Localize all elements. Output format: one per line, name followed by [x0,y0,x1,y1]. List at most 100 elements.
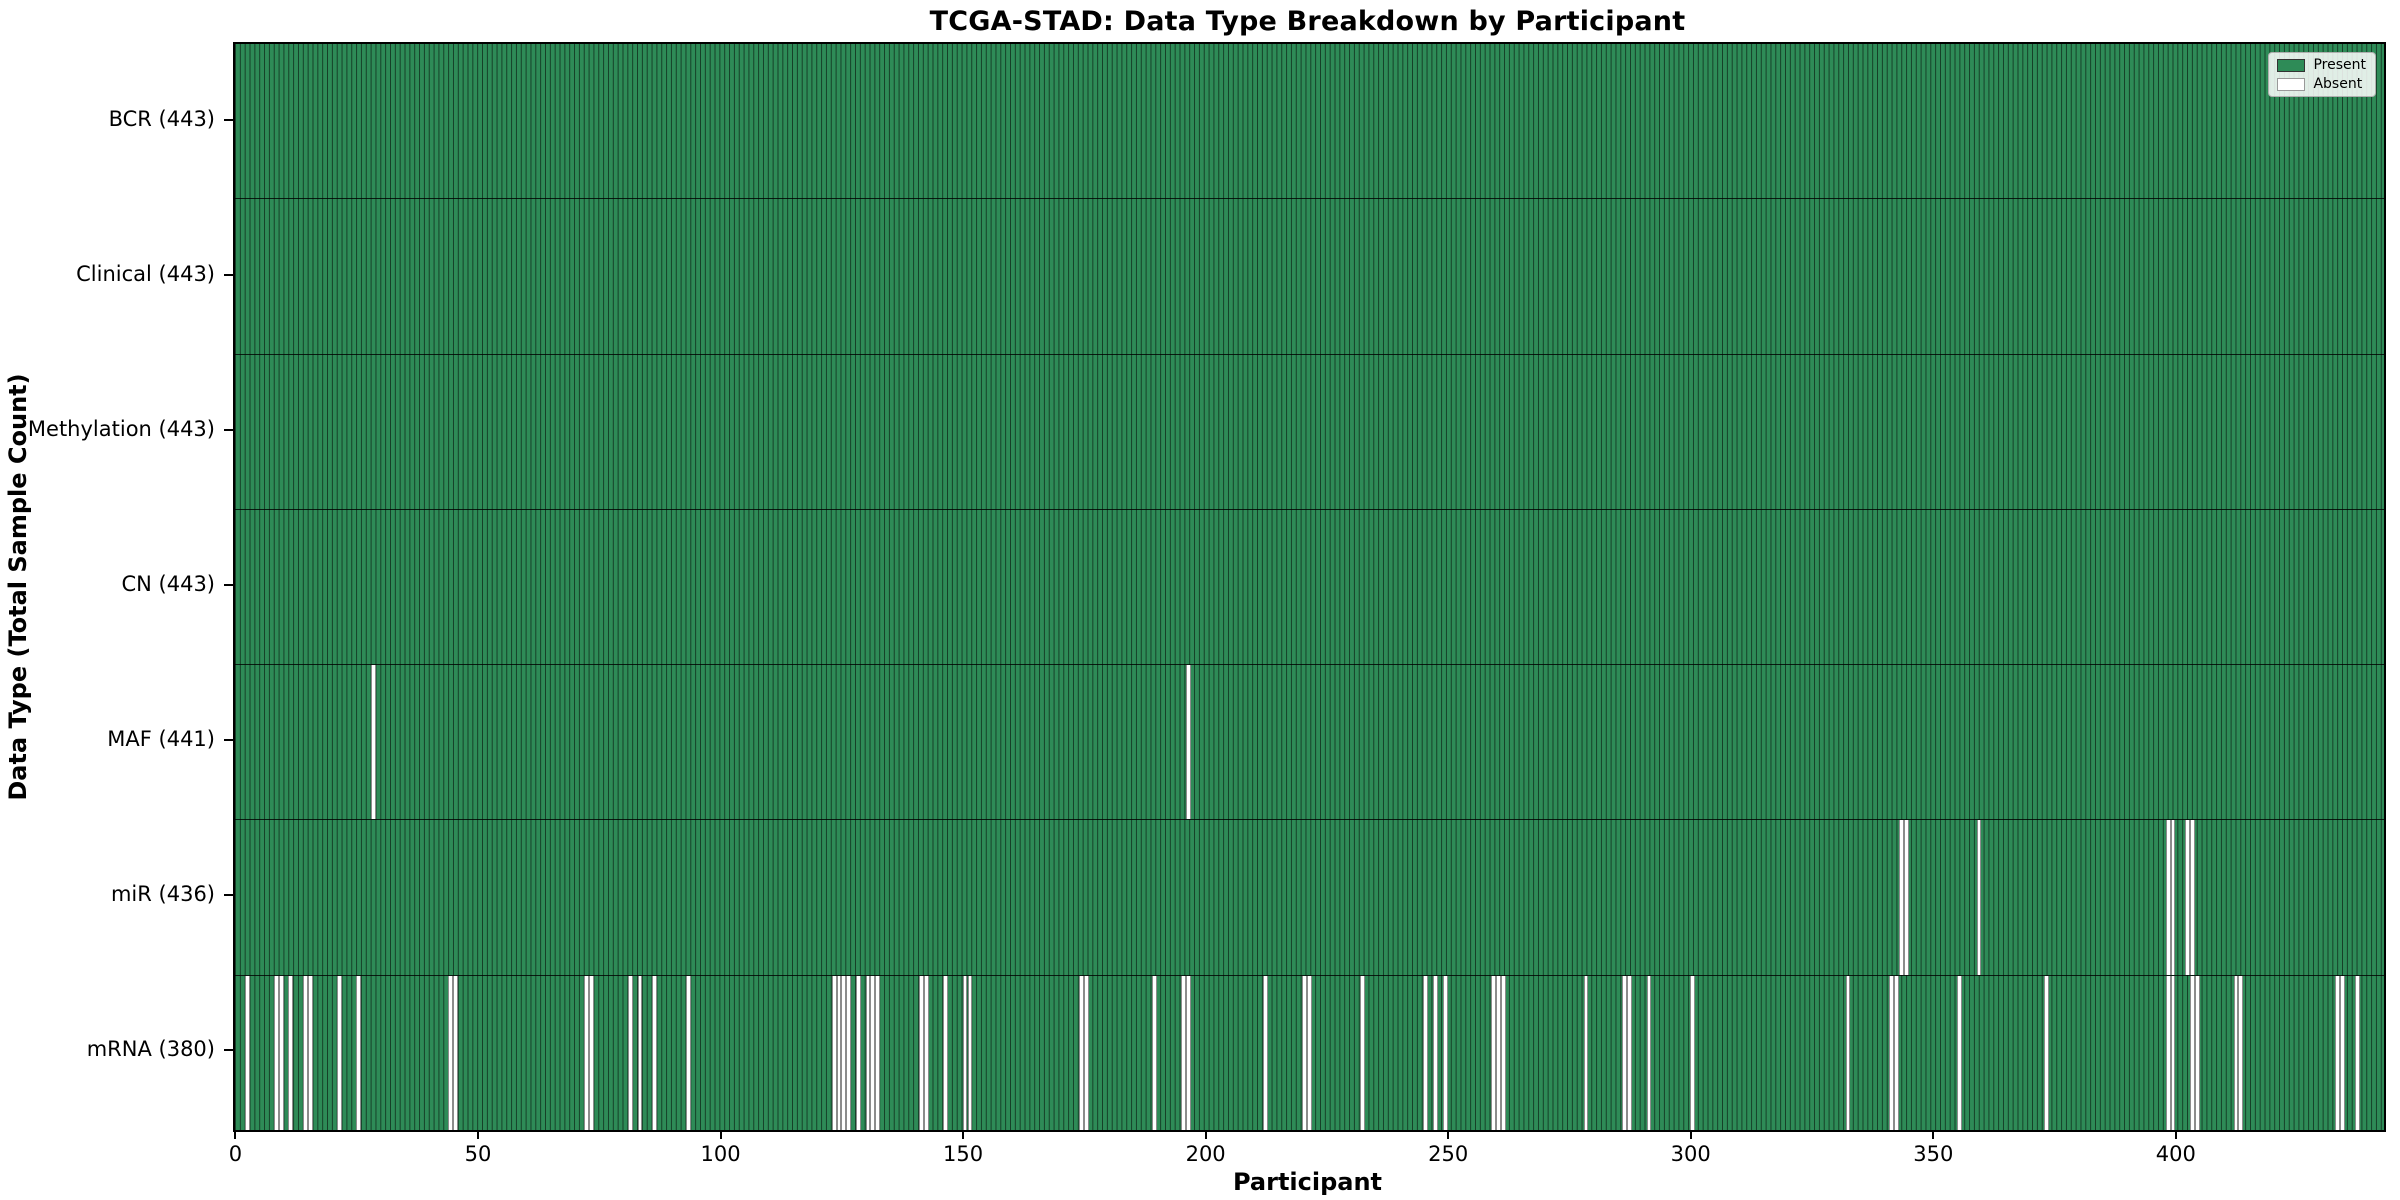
x-tick-mark [1447,1130,1450,1139]
absent-mark [1442,975,1448,1130]
legend-entry-present: Present [2277,58,2366,72]
absent-mark [2170,820,2176,975]
absent-mark [1957,975,1962,1130]
absent-mark [370,665,376,820]
y-tick-mark [224,739,233,742]
x-tick-label: 150 [943,1142,984,1166]
x-tick-mark [962,1130,965,1139]
absent-swatch [2277,77,2306,91]
absent-mark [962,975,968,1130]
absent-mark [2185,820,2190,975]
row-CN [235,508,2384,665]
absent-mark [356,975,362,1130]
absent-mark [2189,975,2195,1130]
absent-mark [448,975,454,1130]
y-tick-label: Methylation (443) [27,416,215,441]
absent-mark [2165,975,2171,1130]
x-tick-label: 250 [1428,1142,1469,1166]
x-tick-mark [2174,1130,2177,1139]
absent-mark [278,975,284,1130]
absent-mark [1302,975,1308,1130]
absent-mark [1185,665,1191,820]
x-tick-label: 0 [228,1142,243,1166]
absent-mark [2165,820,2171,975]
absent-mark [1898,820,1904,975]
absent-mark [865,975,871,1130]
absent-mark [1894,975,1899,1130]
absent-mark [1083,975,1089,1130]
row-Methylation [235,353,2384,509]
absent-mark [584,975,590,1130]
x-tick-label: 100 [700,1142,741,1166]
absent-mark [1423,975,1429,1130]
x-tick-mark [234,1130,237,1139]
absent-mark [1976,820,1982,975]
absent-mark [943,975,949,1130]
absent-mark [1889,975,1895,1130]
y-tick-mark [224,584,233,586]
absent-mark [2044,975,2050,1130]
y-tick-label: mRNA (380) [86,1037,215,1062]
absent-mark [875,975,881,1130]
absent-mark [923,975,929,1130]
plot-area: Present Absent [233,42,2386,1132]
absent-mark [1360,975,1366,1130]
y-tick-label: miR (436) [110,882,215,907]
absent-mark [589,975,594,1130]
absent-mark [1307,975,1312,1130]
x-tick-label: 50 [464,1142,492,1166]
y-tick-mark [224,894,233,897]
absent-mark [855,975,861,1130]
absent-mark [1180,975,1186,1130]
present-swatch [2277,58,2306,72]
row-BCR [235,44,2384,199]
absent-mark [1501,975,1506,1130]
absent-mark [1583,975,1589,1130]
x-tick-mark [476,1130,479,1139]
absent-mark [302,975,308,1130]
y-tick-mark [224,273,233,276]
absent-mark [2238,975,2244,1130]
absent-mark [2340,975,2346,1130]
absent-mark [686,975,691,1130]
absent-mark [244,975,250,1130]
absent-mark [1151,975,1157,1130]
chart-title: TCGA-STAD: Data Type Breakdown by Partic… [929,6,1686,37]
absent-mark [627,975,633,1130]
absent-mark [288,975,294,1130]
row-Clinical [235,198,2384,354]
absent-mark [846,975,852,1130]
absent-mark [918,975,924,1130]
absent-mark [1433,975,1439,1130]
y-tick-label: BCR (443) [108,106,215,131]
y-tick-label: Clinical (443) [76,261,215,286]
absent-mark [1079,975,1084,1130]
absent-mark [637,975,643,1130]
y-tick-mark [224,118,233,121]
x-tick-label: 300 [1670,1142,1711,1166]
row-MAF [235,664,2384,820]
y-tick-label: MAF (441) [107,727,215,752]
absent-mark [336,975,342,1130]
legend: Present Absent [2268,52,2376,97]
absent-mark [836,975,842,1130]
x-tick-mark [1932,1130,1935,1139]
absent-mark [1491,975,1497,1130]
absent-mark [1263,975,1269,1130]
present-label: Present [2313,57,2366,73]
absent-mark [1646,975,1652,1130]
row-mRNA [235,974,2384,1130]
x-tick-label: 400 [2155,1142,2196,1166]
absent-mark [967,975,973,1130]
absent-mark [1903,820,1909,975]
absent-mark [1845,975,1851,1130]
absent-mark [2335,975,2341,1130]
x-tick-mark [719,1130,722,1139]
absent-mark [2354,975,2360,1130]
absent-mark [2189,820,2195,975]
row-miR [235,819,2384,975]
absent-mark [2194,975,2200,1130]
absent-mark [307,975,313,1130]
absent-mark [2170,975,2176,1130]
x-tick-label: 350 [1913,1142,1954,1166]
